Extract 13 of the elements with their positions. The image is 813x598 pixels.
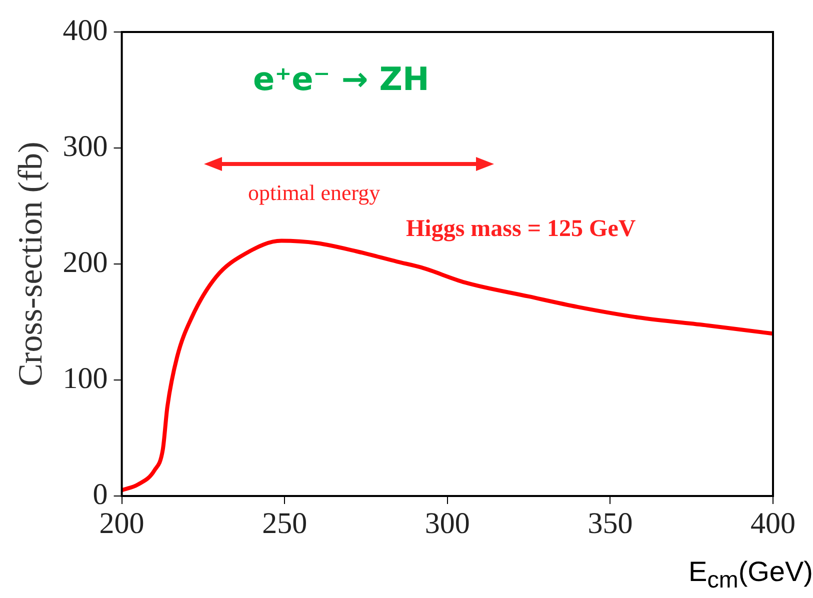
annotation: optimal energy [248, 180, 380, 206]
annotation: Higgs mass = 125 GeV [406, 216, 636, 243]
annotation: e⁺e⁻ → ZH [253, 60, 430, 98]
y-axis-title: Cross-section (fb) [12, 142, 50, 386]
x-tick-label: 350 [588, 506, 633, 540]
y-tick-label: 100 [62, 362, 108, 395]
x-tick-label: 250 [262, 506, 308, 540]
y-tick-label: 300 [62, 130, 108, 163]
y-tick-label: 200 [62, 246, 108, 279]
x-axis-title: E$_{cm}$(GeV) [688, 556, 813, 594]
x-tick-label: 400 [750, 506, 796, 540]
y-tick-label: 400 [62, 14, 108, 47]
x-tick-label: 300 [424, 506, 470, 540]
